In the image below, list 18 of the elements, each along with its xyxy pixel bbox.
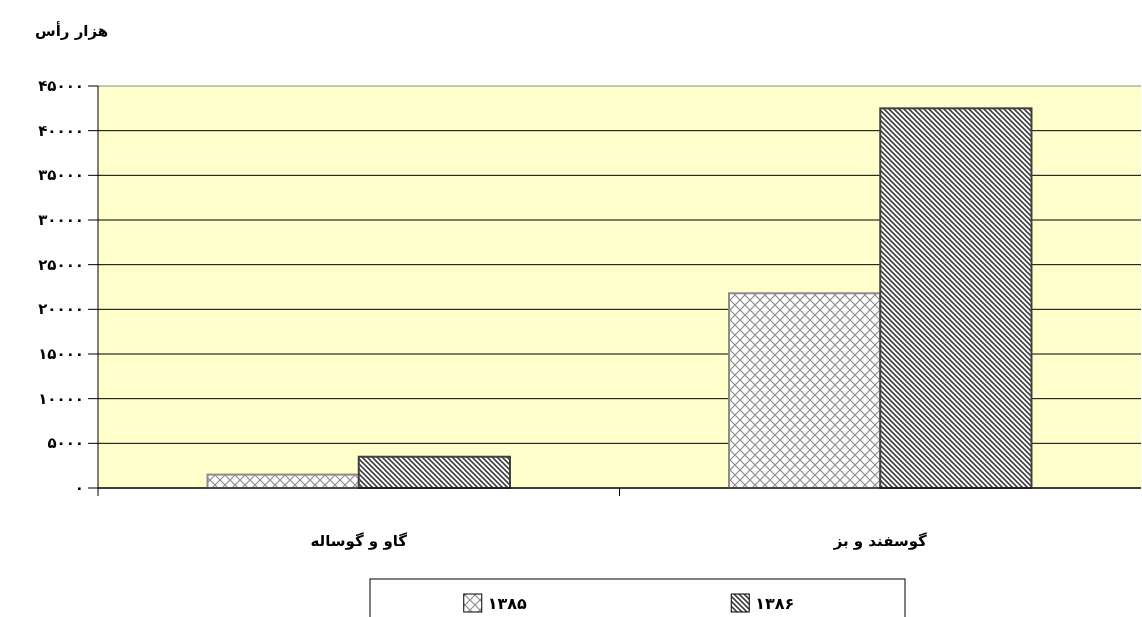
bar (879, 107, 1033, 489)
x-tick-label: گاو و گوساله (310, 532, 408, 550)
bar (357, 455, 511, 489)
legend-label: ۱۳۸۵ (487, 594, 528, 613)
y-tick-label: ۱۰۰۰۰ (38, 389, 84, 408)
y-axis-title: هزار رأس (35, 21, 109, 40)
x-tick-label: گوسفند و بز (832, 532, 928, 550)
y-tick-label: ۲۰۰۰۰ (38, 300, 84, 319)
y-tick-label: ۴۵۰۰۰ (38, 77, 84, 95)
y-tick-label: ۲۵۰۰۰ (38, 255, 84, 274)
y-tick-label: ۴۰۰۰۰ (38, 121, 84, 140)
y-tick-label: ۵۰۰۰ (47, 434, 84, 453)
legend-label: ۱۳۸۶ (755, 594, 795, 613)
y-tick-label: ۱۵۰۰۰ (38, 345, 84, 363)
y-tick-label: ۳۰۰۰۰ (38, 211, 84, 229)
y-tick-label: ۰ (74, 479, 84, 497)
y-tick-label: ۳۵۰۰۰ (38, 166, 84, 185)
bar (728, 292, 882, 489)
